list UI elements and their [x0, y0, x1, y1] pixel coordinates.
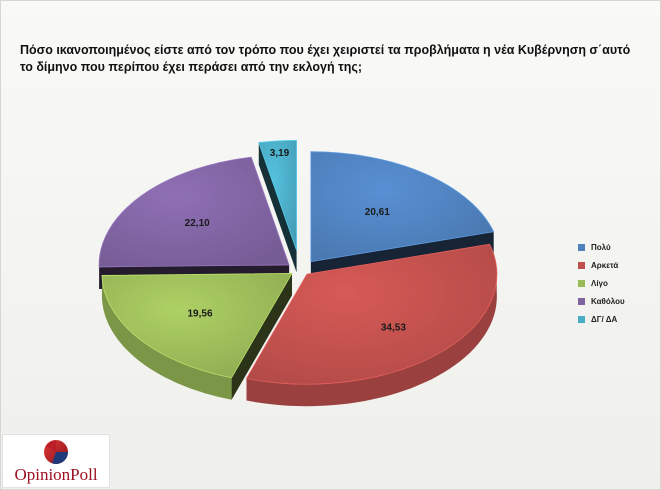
legend-label: Αρκετά — [591, 260, 619, 270]
pie-slice-Καθόλου — [98, 156, 290, 268]
opinionpoll-logo-text: OpinionPoll — [14, 465, 98, 484]
pie-slice-ΔΓ/ ΔΑ — [258, 139, 297, 251]
legend-item-Αρκετά: Αρκετά — [578, 256, 625, 274]
legend-item-Λίγο: Λίγο — [578, 274, 625, 292]
legend-item-ΔΓ/ ΔΑ: ΔΓ/ ΔΑ — [578, 310, 625, 328]
data-label-Λίγο: 19,56 — [187, 309, 212, 320]
pie-slice-Λίγο — [101, 273, 293, 379]
opinionpoll-logo-icon — [44, 440, 68, 464]
data-label-Αρκετά: 34,53 — [381, 323, 406, 334]
slice-side-2 — [231, 273, 292, 400]
chart-title: Πόσο ικανοποιημένος είστε από τον τρόπο … — [20, 43, 631, 74]
pie-slice-Πολύ — [310, 151, 495, 263]
chart-legend: Πολύ Αρκετά Λίγο Καθόλου ΔΓ/ ΔΑ — [578, 238, 625, 328]
legend-swatch — [578, 315, 585, 323]
opinionpoll-logo: OpinionPoll — [2, 434, 110, 488]
legend-label: Πολύ — [591, 242, 611, 252]
legend-label: Καθόλου — [591, 296, 625, 306]
slice-rim-1 — [246, 268, 497, 407]
data-label-Καθόλου: 22,10 — [185, 218, 210, 229]
data-label-Πολύ: 20,61 — [365, 207, 390, 218]
legend-label: ΔΓ/ ΔΑ — [591, 314, 618, 324]
legend-swatch — [578, 261, 585, 269]
legend-label: Λίγο — [591, 278, 608, 288]
slice-side-4 — [258, 142, 297, 273]
legend-swatch — [578, 297, 585, 305]
legend-swatch — [578, 279, 585, 287]
legend-item-Πολύ: Πολύ — [578, 238, 625, 256]
legend-item-Καθόλου: Καθόλου — [578, 292, 625, 310]
data-label-ΔΓ/ ΔΑ: 3,19 — [270, 148, 290, 159]
legend-swatch — [578, 243, 585, 251]
slice-rim-2 — [102, 275, 232, 400]
pie-slice-Αρκετά — [245, 243, 498, 385]
